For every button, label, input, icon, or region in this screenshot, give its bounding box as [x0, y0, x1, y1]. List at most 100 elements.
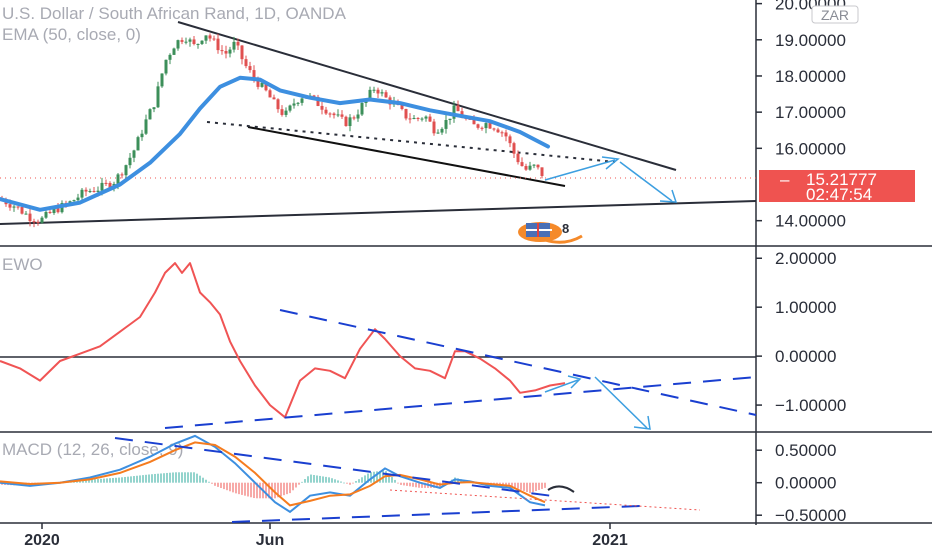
long-support-line[interactable]: [0, 200, 757, 225]
candle-body: [100, 182, 104, 191]
histogram-bar: [319, 475, 321, 483]
candle-body: [52, 208, 56, 214]
histogram-bar: [163, 473, 165, 483]
histogram-bar: [202, 477, 204, 483]
flag-badge[interactable]: 8: [518, 221, 583, 244]
histogram-bar: [340, 481, 342, 483]
ewo-arrow-down[interactable]: [594, 376, 648, 429]
candle-body: [324, 109, 328, 114]
histogram-bar: [322, 476, 324, 483]
candle-body: [252, 70, 256, 79]
histogram-bar: [325, 476, 327, 483]
candle-body: [444, 120, 448, 129]
histogram-bar: [397, 482, 399, 484]
histogram-bar: [415, 482, 417, 488]
macd-upper-dashed[interactable]: [114, 437, 561, 498]
histogram-bar: [421, 482, 423, 488]
histogram-bar: [229, 482, 231, 492]
histogram-bar: [544, 482, 546, 488]
badge-number: 8: [562, 221, 569, 236]
candle-body: [140, 133, 144, 138]
histogram-bar: [181, 472, 183, 483]
price-tag-value: 15.21777: [806, 170, 877, 189]
candle-body: [216, 38, 220, 51]
histogram-bar: [130, 476, 132, 483]
candle-body: [220, 50, 224, 52]
histogram-bar: [523, 482, 525, 491]
ema-line: [0, 75, 550, 212]
projection-arrow-down[interactable]: [619, 161, 673, 202]
histogram-bar: [178, 472, 180, 483]
histogram-bar: [196, 473, 198, 483]
projection-arrowhead-down: [659, 189, 678, 203]
candle-body: [232, 41, 236, 50]
histogram-bar: [169, 472, 171, 483]
histogram-bar: [100, 478, 102, 483]
candle-body: [56, 208, 60, 213]
candle-body: [48, 211, 52, 214]
candle-body: [136, 137, 140, 151]
histogram-bar: [259, 482, 261, 499]
price-y-axis: 20.0000019.0000018.0000017.0000016.00000…: [756, 0, 846, 231]
price-tag-countdown: 02:47:54: [806, 185, 872, 204]
price-tag-dash: –: [780, 170, 790, 189]
histogram-bar: [520, 482, 522, 490]
histogram-bar: [379, 470, 381, 483]
price-tick-label: 17.00000: [775, 103, 846, 122]
histogram-bar: [334, 479, 336, 483]
histogram-bar: [394, 479, 396, 483]
ewo-y-axis: 2.00000 1.00000 0.00000 −1.00000: [756, 249, 846, 415]
candle-body: [104, 182, 108, 184]
histogram-bar: [304, 479, 306, 483]
candle-body: [40, 217, 44, 223]
histogram-bar: [358, 479, 360, 483]
histogram-bar: [148, 474, 150, 483]
macd-tick-label: 0.00000: [775, 474, 836, 493]
ewo-upper-dashed[interactable]: [279, 309, 757, 416]
candle-body: [8, 204, 12, 208]
histogram-bar: [187, 472, 189, 483]
histogram-bar: [505, 482, 507, 486]
candle-body: [512, 143, 516, 154]
ewo-arrow-up[interactable]: [544, 379, 579, 393]
candle-body: [288, 105, 292, 111]
upper-trendline[interactable]: [177, 21, 677, 171]
candle-body: [380, 92, 384, 94]
histogram-bar: [388, 474, 390, 483]
candle-body: [268, 90, 272, 98]
candle-body: [176, 40, 180, 49]
candle-body: [504, 132, 508, 137]
histogram-bar: [142, 475, 144, 483]
candle-body: [108, 182, 112, 188]
candle-body: [492, 128, 496, 130]
dotted-midline[interactable]: [206, 121, 616, 163]
macd-line: [0, 434, 546, 514]
histogram-bar: [418, 482, 420, 488]
lower-channel-line[interactable]: [247, 126, 566, 187]
histogram-bar: [79, 480, 81, 483]
histogram-bar: [88, 479, 90, 483]
candle-body: [244, 59, 248, 67]
time-tick-label: 2021: [592, 532, 628, 549]
macd-lower-dashed[interactable]: [231, 505, 641, 523]
histogram-bar: [160, 473, 162, 483]
ewo-title: EWO: [2, 255, 43, 274]
candle-body: [204, 35, 208, 41]
histogram-bar: [292, 482, 294, 491]
candle-body: [412, 117, 416, 119]
price-tick-label: 16.00000: [775, 139, 846, 158]
histogram-bar: [199, 475, 201, 483]
histogram-bar: [514, 482, 516, 488]
currency-badge-box[interactable]: [811, 5, 859, 24]
histogram-bar: [124, 476, 126, 483]
ewo-arrowhead-down: [633, 415, 651, 430]
time-tick-label: Jun: [256, 532, 284, 549]
candle-body: [80, 189, 84, 198]
candle-body: [240, 45, 244, 60]
ewo-lower-dashed[interactable]: [164, 376, 757, 429]
candle-body: [536, 164, 540, 168]
histogram-bar: [265, 482, 267, 499]
histogram-bar: [157, 473, 159, 483]
projection-arrow-up[interactable]: [544, 159, 616, 181]
